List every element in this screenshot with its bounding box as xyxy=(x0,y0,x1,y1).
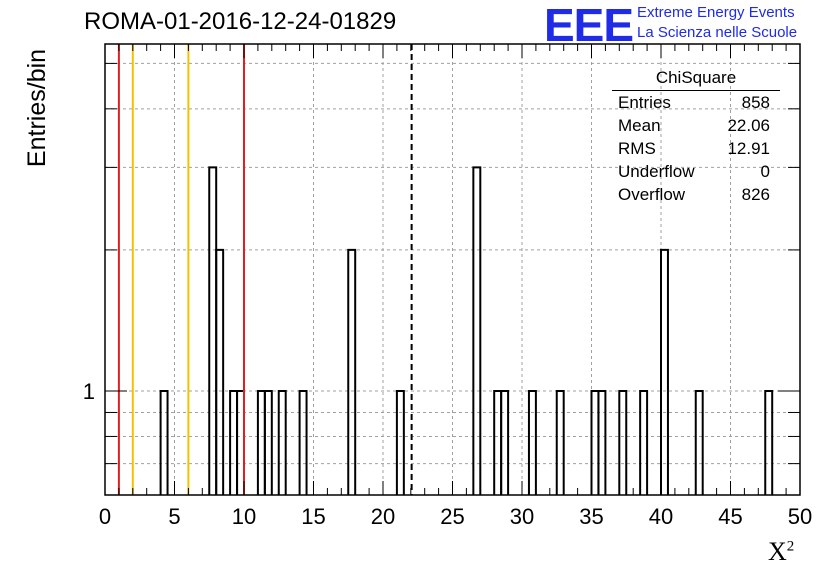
x-tick-label: 40 xyxy=(649,504,673,529)
x-tick-label: 0 xyxy=(99,504,111,529)
histogram-bin xyxy=(472,166,482,495)
x-tick-label: 5 xyxy=(168,504,180,529)
histogram-bin xyxy=(590,390,600,495)
histogram-bin xyxy=(159,390,169,495)
stats-divider xyxy=(612,90,780,91)
histogram-bin xyxy=(395,390,405,495)
histogram-bin xyxy=(694,390,704,495)
histogram-bin xyxy=(660,248,669,495)
x-tick-label: 10 xyxy=(232,504,256,529)
histogram-bin xyxy=(347,248,357,495)
stats-title: ChiSquare xyxy=(655,68,737,87)
histogram-bin xyxy=(639,390,649,495)
histogram-bin xyxy=(527,390,537,495)
histogram-bin xyxy=(208,166,218,495)
histogram-bin xyxy=(236,390,245,495)
histogram-bin xyxy=(764,390,774,495)
stats-row-underflow: Underflow 0 xyxy=(618,162,770,181)
eee-logo: EEE xyxy=(544,0,634,51)
histogram-bin xyxy=(256,390,266,495)
histogram-bin xyxy=(618,390,628,495)
logo-line-1: Extreme Energy Events xyxy=(637,4,795,21)
stats-row-rms: RMS 12.91 xyxy=(618,139,770,158)
x-tick-label: 35 xyxy=(579,504,603,529)
histogram-bin xyxy=(500,390,510,495)
y-tick-label: 1 xyxy=(83,379,95,404)
histogram-bin xyxy=(298,390,308,495)
y-axis-label: Entries/bin xyxy=(23,48,51,168)
histogram-bin xyxy=(597,390,607,495)
x-tick-label: 45 xyxy=(718,504,742,529)
histogram-bin xyxy=(555,390,565,495)
histogram-bin xyxy=(277,390,287,495)
x-tick-label: 30 xyxy=(510,504,534,529)
histogram-bin xyxy=(229,390,239,495)
histogram-bin xyxy=(493,390,503,495)
stats-row-entries: Entries 858 xyxy=(618,93,770,112)
x-tick-label: 25 xyxy=(440,504,464,529)
logo-line-2: La Scienza nelle Scuole xyxy=(637,24,798,41)
histogram-bin xyxy=(215,248,225,495)
stats-row-mean: Mean 22.06 xyxy=(618,116,770,135)
x-tick-label: 20 xyxy=(371,504,395,529)
x-tick-label: 15 xyxy=(301,504,325,529)
stats-row-overflow: Overflow 826 xyxy=(618,185,770,204)
histogram-bin xyxy=(263,390,273,495)
x-axis-label: X2 xyxy=(768,537,795,566)
x-tick-label: 50 xyxy=(788,504,812,529)
chart-title: ROMA-01-2016-12-24-01829 xyxy=(84,8,397,35)
stats-box: ChiSquare Entries 858 Mean 22.06 RMS 12.91 … xyxy=(612,68,780,208)
